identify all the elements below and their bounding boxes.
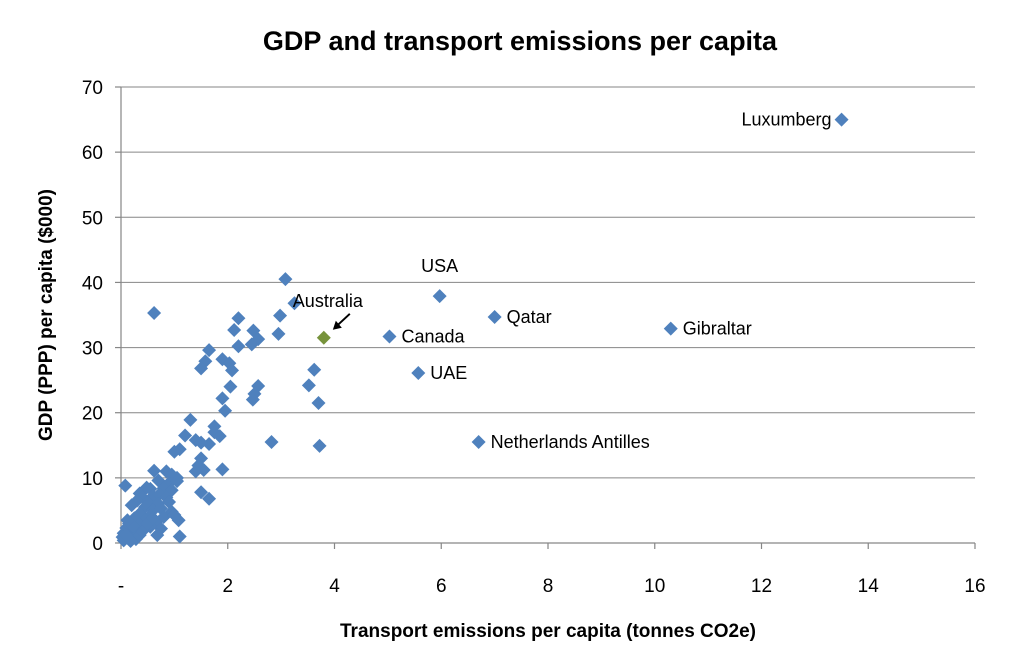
data-point <box>202 343 217 358</box>
data-point <box>307 362 322 377</box>
data-points <box>115 272 327 549</box>
data-point <box>301 378 316 393</box>
x-tick-label: 10 <box>644 576 665 597</box>
data-point <box>183 412 198 427</box>
highlighted-data-point <box>316 330 331 345</box>
gridlines <box>121 86 975 479</box>
labeled-data-point <box>411 365 426 380</box>
x-tick-label: 14 <box>858 576 880 597</box>
data-point <box>271 326 286 341</box>
data-point <box>119 528 134 543</box>
labeled-data-point <box>471 435 486 450</box>
data-point <box>231 311 246 326</box>
data-point <box>218 403 233 418</box>
data-point <box>170 474 185 489</box>
data-point <box>215 391 230 406</box>
x-tick-label: 16 <box>964 576 985 597</box>
point-label: UAE <box>430 363 467 383</box>
point-label: Netherlands Antilles <box>491 432 650 452</box>
data-point <box>125 519 140 534</box>
y-tick-label: 20 <box>82 404 103 425</box>
data-point <box>231 339 246 354</box>
y-tick-label: 10 <box>82 469 103 490</box>
data-point <box>223 379 238 394</box>
labeled-data-point <box>382 329 397 344</box>
data-point <box>311 395 326 410</box>
data-point <box>171 513 186 528</box>
data-point <box>215 462 230 477</box>
data-point <box>287 296 302 311</box>
y-tick-label: 30 <box>82 339 103 360</box>
data-point <box>273 308 288 323</box>
x-tick-label: 2 <box>222 576 233 597</box>
data-point <box>120 513 135 528</box>
data-point <box>227 322 242 337</box>
data-point <box>172 529 187 544</box>
data-point <box>212 429 227 444</box>
data-point <box>194 435 209 450</box>
data-point <box>118 478 133 493</box>
chart-title: GDP and transport emissions per capita <box>263 26 778 56</box>
x-tick-label: 8 <box>543 576 554 597</box>
labeled-data-point <box>663 321 678 336</box>
data-point <box>202 491 217 506</box>
data-point <box>154 501 169 516</box>
labeled-data-point <box>834 112 849 127</box>
y-tick-label: 40 <box>82 273 103 294</box>
point-label: Gibraltar <box>683 319 752 339</box>
highlighted-point-group: Australia <box>293 291 364 345</box>
data-point <box>194 361 209 376</box>
labeled-data-point <box>432 289 447 304</box>
data-point <box>147 463 162 478</box>
data-point <box>188 464 203 479</box>
x-tick-label: - <box>118 576 124 597</box>
x-axis-ticks: - 2 4 6 8 10 12 14 16 <box>118 543 986 597</box>
point-label: USA <box>421 256 458 276</box>
point-label: Canada <box>401 326 465 346</box>
labeled-data-point <box>487 309 502 324</box>
y-axis-ticks: 0 10 20 30 40 50 60 70 <box>82 78 121 555</box>
x-tick-label: 6 <box>436 576 447 597</box>
point-label: Luxumberg <box>742 110 832 130</box>
data-point <box>124 498 139 513</box>
data-point <box>146 511 161 526</box>
annotation-arrow-head <box>332 320 342 330</box>
y-tick-label: 60 <box>82 143 103 164</box>
annotation-label: Australia <box>293 291 364 311</box>
x-tick-label: 4 <box>329 576 340 597</box>
data-point <box>178 428 193 443</box>
y-tick-label: 70 <box>82 78 103 99</box>
data-point <box>194 485 209 500</box>
data-point <box>147 306 162 321</box>
data-point <box>312 438 327 453</box>
x-axis-title: Transport emissions per capita (tonnes C… <box>340 621 756 642</box>
data-point <box>167 444 182 459</box>
data-point <box>278 272 293 287</box>
point-label: Qatar <box>507 307 552 327</box>
y-tick-label: 50 <box>82 208 103 229</box>
data-point <box>264 435 279 450</box>
data-point <box>138 500 153 515</box>
data-point <box>245 392 260 407</box>
data-point <box>162 494 177 509</box>
data-point <box>225 363 240 378</box>
labeled-points: Luxumberg USA Qatar Gibraltar Canada UAE Nethe… <box>382 110 849 452</box>
x-tick-label: 12 <box>751 576 772 597</box>
data-point <box>150 528 165 543</box>
y-axis-title: GDP (PPP) per capita ($000) <box>36 189 57 441</box>
data-point <box>244 337 259 352</box>
y-tick-label: 0 <box>92 534 103 555</box>
